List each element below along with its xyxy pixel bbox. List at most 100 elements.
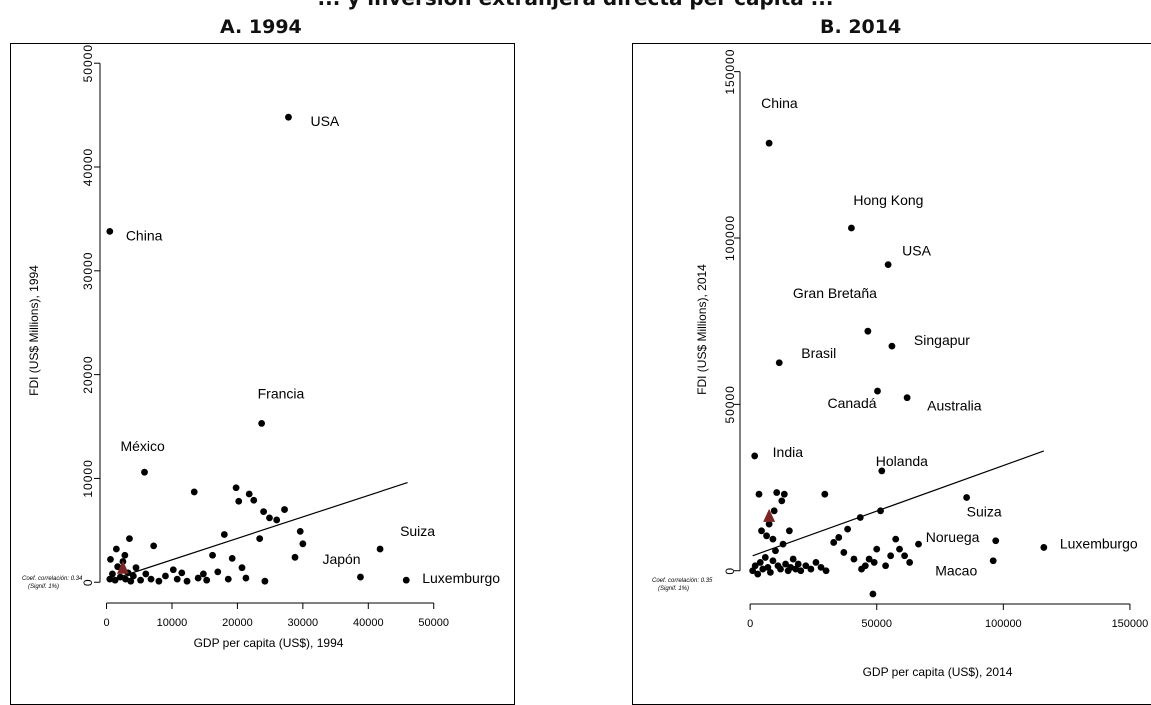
panel-b-data-point xyxy=(840,549,848,556)
panel-a-data-point xyxy=(183,577,191,585)
panel-a-x-tick-label: 20000 xyxy=(222,617,253,629)
panel-b-y-tick-label: 50000 xyxy=(723,385,737,423)
panel-b-data-point xyxy=(896,545,903,553)
panel-a-data-point xyxy=(121,551,129,559)
panel-a-data-point xyxy=(281,506,288,513)
panel-a-data-point xyxy=(169,566,177,574)
panel-b-point-label: China xyxy=(761,95,798,111)
panel-a-x-tick-label: 0 xyxy=(103,617,109,629)
panel-b-point-label: Holanda xyxy=(876,453,928,469)
panel-a-trend-line xyxy=(112,482,408,580)
panel-b-data-point xyxy=(780,490,788,498)
panel-b-significance-note: (Signif. 1%) xyxy=(658,586,689,592)
panel-b-data-point xyxy=(754,570,762,578)
panel-a-y-axis-label: FDI (US$ Millions), 1994 xyxy=(27,265,41,396)
panel-a-data-point xyxy=(285,113,292,121)
panel-b-data-point xyxy=(765,139,773,147)
panel-a-point-label: Suiza xyxy=(400,523,435,539)
panel-a-data-point xyxy=(147,575,155,583)
panel-b-data-point xyxy=(817,564,825,571)
panel-a-point-label: Francia xyxy=(258,385,305,401)
panel-b-data-point xyxy=(770,507,778,515)
panel-b-title: B. 2014 xyxy=(820,16,902,38)
panel-a-data-point xyxy=(178,569,186,577)
panel-a-data-point xyxy=(190,488,198,496)
panel-b-data-point xyxy=(763,532,770,540)
panel-a-data-point xyxy=(235,497,243,505)
panel-b-data-point xyxy=(756,559,764,566)
panel-b-data-point xyxy=(802,562,810,570)
panel-b-data-point xyxy=(963,494,971,501)
panel-a-data-point xyxy=(162,572,169,580)
panel-a-point-label: México xyxy=(120,438,165,454)
panel-b-highlight-marker xyxy=(763,508,776,522)
panel-b-y-axis-label: FDI (US$ Millions), 2014 xyxy=(695,264,709,395)
panel-a-data-point xyxy=(199,570,207,578)
panel-b-x-axis-label: GDP per capita (US$), 2014 xyxy=(863,665,1013,679)
panel-b-point-label: Australia xyxy=(927,398,982,414)
panel-a-data-point xyxy=(107,556,114,563)
panel-a-data-point xyxy=(242,574,250,582)
panel-a-point-label: Japón xyxy=(322,551,360,567)
panel-a-x-tick-label: 50000 xyxy=(418,617,449,629)
panel-b-data-point xyxy=(906,559,914,566)
panel-a-correlation-note: Coef. correlación: 0.34 xyxy=(22,576,83,582)
panel-a-point-label: China xyxy=(126,227,163,243)
panel-a-data-point xyxy=(150,542,158,550)
panel-a-data-point xyxy=(137,576,144,584)
panel-b-data-point xyxy=(848,224,855,232)
panel-b-data-point xyxy=(789,555,797,563)
panel-a-data-point xyxy=(209,551,216,559)
panel-a-data-point xyxy=(256,535,264,543)
panel-a-data-point xyxy=(376,545,384,553)
panel-b-data-point xyxy=(892,535,900,543)
panel-b-data-point xyxy=(758,527,765,535)
panel-b-point-label: Noruega xyxy=(926,529,980,545)
panel-a-data-point xyxy=(220,531,228,538)
panel-b-data-point xyxy=(778,497,786,505)
panel-b-data-point xyxy=(915,540,922,548)
panel-a-data-point xyxy=(194,574,202,582)
panel-a-data-point xyxy=(238,564,246,572)
panel-b-data-point xyxy=(751,562,759,570)
panel-b-data-point xyxy=(765,520,773,528)
panel-b-trend-line xyxy=(752,450,1045,557)
panel-a-y-tick-label: 10000 xyxy=(81,459,95,497)
panel-b-data-point xyxy=(772,547,779,555)
panel-b-point-label: Suiza xyxy=(967,504,1002,520)
panel-b-y-tick-label: 0 xyxy=(723,567,737,575)
panel-a-highlight-marker xyxy=(116,560,129,574)
panel-a-data-point xyxy=(402,576,410,584)
panel-b-x-tick-label: 100000 xyxy=(985,618,1022,630)
panel-a-data-point xyxy=(173,575,181,583)
panel-a-point-label: Luxemburgo xyxy=(422,570,500,586)
panel-a-data-point xyxy=(142,570,150,578)
panel-a-data-point xyxy=(214,568,222,576)
panel-a-x-tick-label: 30000 xyxy=(288,617,319,629)
panel-a-data-point xyxy=(106,227,114,235)
panel-b-data-point xyxy=(884,261,892,269)
panel-a-data-point xyxy=(129,572,137,580)
panel-b-data-point xyxy=(1040,544,1048,551)
panel-b-data-point xyxy=(873,545,881,553)
panel-b-data-point xyxy=(882,562,889,570)
panel-b-point-label: USA xyxy=(902,243,931,259)
panel-b-correlation-note: Coef. correlación: 0.35 xyxy=(652,578,713,584)
panel-a-x-tick-label: 10000 xyxy=(157,617,188,629)
panel-b-point-label: Macao xyxy=(935,563,977,579)
panel-a-x-tick-label: 40000 xyxy=(353,617,384,629)
panel-a-data-point xyxy=(126,535,133,543)
panel-a-y-tick-label: 30000 xyxy=(81,252,95,290)
panel-b-data-point xyxy=(794,560,802,568)
panel-b-point-label: Canadá xyxy=(827,395,876,411)
panel-a-significance-note: (Signif. 1%) xyxy=(28,584,59,590)
panel-b-data-point xyxy=(755,490,763,498)
panel-b-data-point xyxy=(850,555,858,563)
panel-a-y-tick-label: 50000 xyxy=(81,44,95,82)
panel-a-data-point xyxy=(291,553,299,561)
panel-b-data-point xyxy=(992,537,1000,545)
panel-a-data-point xyxy=(155,577,163,585)
panel-b-data-point xyxy=(751,452,759,460)
panel-b-data-point xyxy=(869,590,877,598)
panel-a-data-point xyxy=(260,508,267,516)
